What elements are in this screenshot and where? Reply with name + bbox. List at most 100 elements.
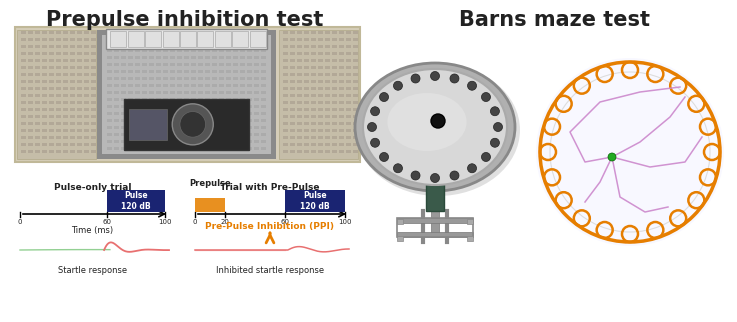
- Bar: [28, 101, 33, 104]
- Bar: [304, 129, 309, 132]
- Bar: [35, 45, 40, 48]
- Bar: [56, 101, 61, 104]
- Bar: [164, 112, 168, 115]
- Bar: [198, 147, 203, 150]
- Bar: [122, 77, 126, 80]
- Bar: [170, 140, 175, 143]
- Bar: [63, 52, 68, 55]
- Bar: [28, 80, 33, 83]
- Bar: [297, 73, 301, 76]
- Bar: [35, 150, 40, 153]
- Bar: [35, 31, 40, 34]
- Bar: [311, 136, 315, 139]
- Ellipse shape: [356, 64, 520, 196]
- Bar: [311, 101, 315, 104]
- Bar: [21, 59, 26, 62]
- Bar: [352, 80, 357, 83]
- Bar: [128, 112, 133, 115]
- Bar: [42, 108, 47, 111]
- Circle shape: [494, 122, 503, 131]
- Circle shape: [536, 58, 724, 246]
- Bar: [70, 45, 75, 48]
- Bar: [178, 112, 182, 115]
- Bar: [150, 147, 154, 150]
- Bar: [150, 112, 154, 115]
- Bar: [91, 38, 96, 41]
- Bar: [220, 126, 224, 129]
- FancyBboxPatch shape: [145, 31, 161, 47]
- Bar: [122, 42, 126, 45]
- Bar: [338, 38, 343, 41]
- Bar: [338, 94, 343, 97]
- Bar: [70, 108, 75, 111]
- FancyBboxPatch shape: [163, 31, 178, 47]
- FancyBboxPatch shape: [128, 31, 144, 47]
- Bar: [178, 98, 182, 101]
- Bar: [128, 42, 133, 45]
- Bar: [346, 136, 351, 139]
- Bar: [184, 63, 189, 66]
- Bar: [142, 98, 147, 101]
- Bar: [332, 136, 337, 139]
- Bar: [352, 101, 357, 104]
- Bar: [226, 56, 231, 59]
- Bar: [70, 52, 75, 55]
- Bar: [63, 80, 68, 83]
- Bar: [240, 42, 245, 45]
- Bar: [290, 38, 295, 41]
- Bar: [170, 105, 175, 108]
- Bar: [136, 112, 140, 115]
- FancyBboxPatch shape: [279, 30, 358, 159]
- Bar: [304, 52, 309, 55]
- Bar: [114, 49, 119, 52]
- Bar: [198, 140, 203, 143]
- Bar: [262, 105, 266, 108]
- Bar: [220, 49, 224, 52]
- Bar: [352, 31, 357, 34]
- Bar: [240, 49, 245, 52]
- Bar: [192, 49, 196, 52]
- Bar: [35, 87, 40, 90]
- Circle shape: [430, 71, 439, 80]
- Bar: [325, 31, 329, 34]
- Bar: [156, 42, 161, 45]
- Bar: [220, 56, 224, 59]
- Bar: [70, 66, 75, 69]
- Bar: [91, 87, 96, 90]
- Bar: [318, 101, 323, 104]
- Bar: [198, 126, 203, 129]
- Bar: [91, 80, 96, 83]
- Bar: [122, 84, 126, 87]
- Bar: [297, 59, 301, 62]
- Bar: [156, 49, 161, 52]
- Bar: [21, 122, 26, 125]
- Bar: [164, 84, 168, 87]
- Bar: [212, 140, 217, 143]
- Bar: [234, 77, 238, 80]
- Bar: [156, 112, 161, 115]
- Bar: [226, 70, 231, 73]
- Bar: [128, 119, 133, 122]
- Bar: [226, 126, 231, 129]
- Bar: [325, 122, 329, 125]
- Bar: [283, 136, 287, 139]
- Bar: [198, 77, 203, 80]
- Bar: [346, 59, 351, 62]
- Bar: [63, 108, 68, 111]
- Bar: [77, 52, 82, 55]
- Bar: [63, 73, 68, 76]
- FancyBboxPatch shape: [17, 30, 97, 159]
- Bar: [198, 63, 203, 66]
- Bar: [240, 140, 245, 143]
- Bar: [142, 49, 147, 52]
- Bar: [283, 115, 287, 118]
- Bar: [91, 73, 96, 76]
- Bar: [397, 232, 473, 237]
- Bar: [332, 52, 337, 55]
- Bar: [21, 143, 26, 146]
- Bar: [325, 73, 329, 76]
- Bar: [128, 49, 133, 52]
- Bar: [311, 94, 315, 97]
- Bar: [254, 49, 259, 52]
- Bar: [170, 119, 175, 122]
